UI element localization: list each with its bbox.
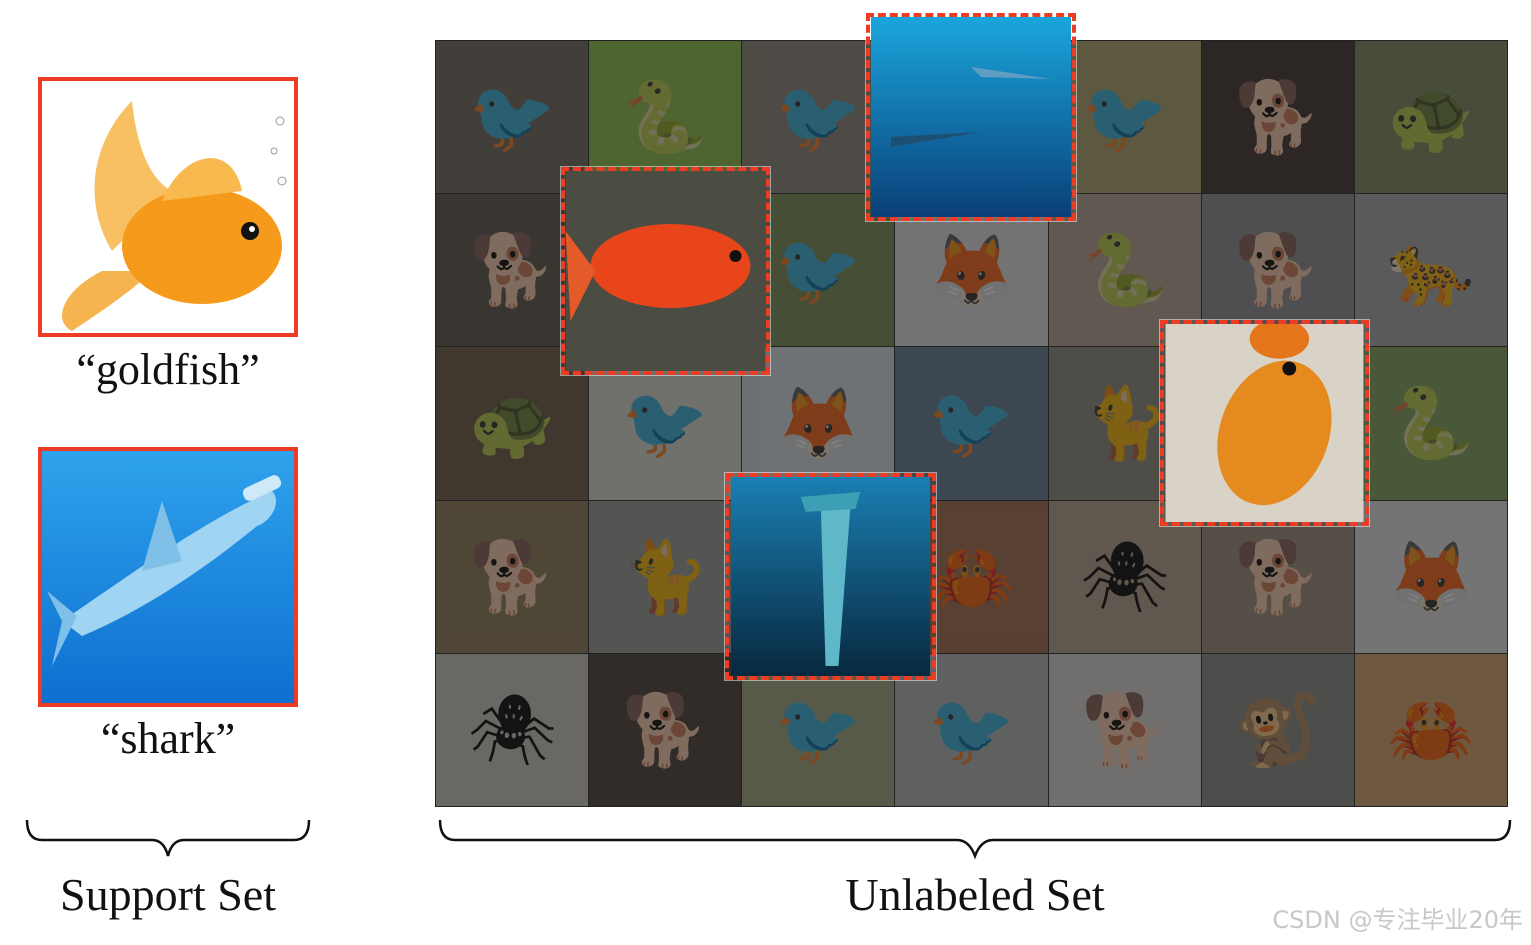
fox-icon: 🦊 bbox=[1387, 535, 1475, 618]
shark-icon bbox=[42, 451, 294, 703]
unlabeled-tile: 🐕 bbox=[589, 653, 742, 806]
unlabeled-tile: 🐢 bbox=[1354, 41, 1507, 194]
bird-icon: 🐦 bbox=[468, 76, 556, 159]
crab-icon: 🦀 bbox=[1387, 688, 1475, 771]
unlabeled-tile: 🕷 bbox=[436, 653, 589, 806]
dog-icon: 🐕 bbox=[1234, 535, 1322, 618]
bird-icon: 🐦 bbox=[774, 229, 862, 312]
spider-icon: 🕷 bbox=[1080, 535, 1170, 618]
support-shark-image bbox=[38, 447, 298, 707]
shark-caption: “shark” bbox=[100, 714, 236, 763]
leopard-icon: 🐆 bbox=[1387, 229, 1475, 312]
shark-icon bbox=[871, 17, 1071, 217]
highlight-shark-top bbox=[866, 13, 1076, 221]
dog-icon: 🐕 bbox=[468, 535, 556, 618]
unlabeled-tile: 🐍 bbox=[1354, 347, 1507, 500]
fox-icon: 🦊 bbox=[774, 382, 862, 465]
spider-icon: 🕷 bbox=[467, 688, 557, 771]
snake-icon: 🐍 bbox=[621, 76, 709, 159]
turtle-icon: 🐢 bbox=[1387, 76, 1475, 159]
turtle-icon: 🐢 bbox=[468, 382, 556, 465]
cat-icon: 🐈 bbox=[1081, 382, 1169, 465]
monkey-icon: 🐒 bbox=[1234, 688, 1322, 771]
goldfish-icon bbox=[42, 81, 294, 333]
unlabeled-tile: 🐕 bbox=[436, 500, 589, 653]
highlight-goldfish-left bbox=[561, 167, 770, 375]
support-set-brace bbox=[25, 819, 311, 857]
dog-icon: 🐕 bbox=[1234, 229, 1322, 312]
unlabeled-tile: 🐦 bbox=[436, 41, 589, 194]
goldfish-caption: “goldfish” bbox=[76, 345, 260, 394]
dog-icon: 🐕 bbox=[621, 688, 709, 771]
fox-icon: 🦊 bbox=[927, 229, 1016, 312]
dog-icon: 🐕 bbox=[468, 229, 556, 312]
bird-icon: 🐦 bbox=[774, 76, 862, 159]
unlabeled-tile: 🦊 bbox=[1354, 500, 1507, 653]
watermark-text: CSDN @专注毕业20年 bbox=[1272, 906, 1523, 934]
unlabeled-tile: 🐦 bbox=[895, 653, 1048, 806]
dog-icon: 🐕 bbox=[1081, 688, 1169, 771]
goldfish-icon bbox=[565, 171, 766, 371]
unlabeled-tile: 🦀 bbox=[1354, 653, 1507, 806]
unlabeled-tile: 🐕 bbox=[1201, 41, 1354, 194]
unlabeled-tile: 🐈 bbox=[589, 500, 742, 653]
unlabeled-tile: 🐆 bbox=[1354, 194, 1507, 347]
unlabeled-tile: 🐒 bbox=[1201, 653, 1354, 806]
snake-icon: 🐍 bbox=[1081, 229, 1169, 312]
bird-icon: 🐦 bbox=[774, 688, 862, 771]
snake-icon: 🐍 bbox=[1387, 382, 1475, 465]
unlabeled-set-label: Unlabeled Set bbox=[845, 869, 1105, 920]
bird-icon: 🐦 bbox=[621, 382, 709, 465]
unlabeled-set-brace bbox=[438, 819, 1512, 860]
cat-icon: 🐈 bbox=[621, 535, 709, 618]
shark-icon bbox=[731, 477, 930, 676]
dog-icon: 🐕 bbox=[1234, 76, 1322, 159]
support-goldfish-image bbox=[38, 77, 298, 337]
goldfish-icon bbox=[1165, 324, 1364, 522]
bird-icon: 🐦 bbox=[927, 688, 1016, 771]
highlight-goldfish-right bbox=[1160, 320, 1369, 526]
highlight-shark-bottom bbox=[725, 473, 936, 680]
crab-icon: 🦀 bbox=[927, 535, 1016, 618]
unlabeled-tile: 🐕 bbox=[1048, 653, 1201, 806]
bird-icon: 🐦 bbox=[927, 382, 1016, 465]
bird-icon: 🐦 bbox=[1081, 76, 1169, 159]
support-set-label: Support Set bbox=[60, 869, 276, 920]
